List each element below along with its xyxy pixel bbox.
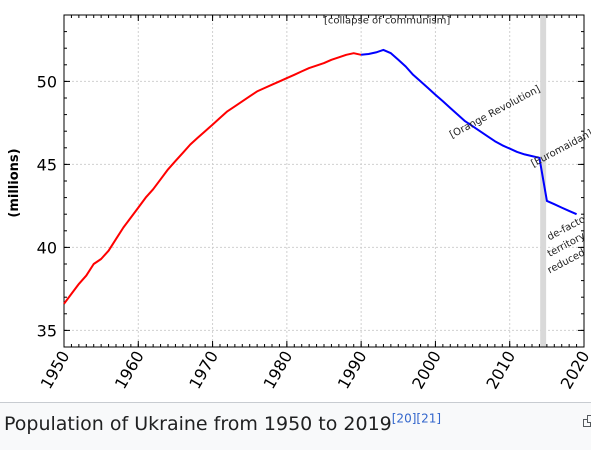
x-tick-label: 2020 [557, 348, 591, 393]
y-axis-label: (millions) [7, 148, 22, 217]
y-tick-label: 45 [37, 155, 57, 174]
reference-link-20[interactable]: [20] [391, 411, 417, 426]
x-tick-label: 1960 [111, 348, 148, 393]
y-tick-label: 40 [37, 238, 57, 257]
reference-link-21[interactable]: [21] [416, 411, 442, 426]
series-line-2 [360, 48, 578, 216]
series-line-1 [63, 52, 362, 305]
gridlines [63, 15, 585, 347]
x-tick-label: 1950 [37, 348, 74, 393]
x-tick-label: 1970 [185, 348, 222, 393]
annotation-label: [collapse of communism] [324, 15, 450, 26]
caption-text: Population of Ukraine from 1950 to 2019 [4, 413, 392, 435]
y-tick-label: 35 [37, 321, 57, 340]
annotation-label: [Euromaidan] [529, 128, 591, 170]
caption-bar [0, 402, 591, 450]
axis-ticks [63, 14, 585, 348]
x-tick-label: 1990 [334, 348, 371, 393]
caption-refs: [20][21] [392, 412, 441, 426]
x-tick-label: 2010 [482, 348, 519, 393]
annotation-label: [Orange Revolution] [448, 84, 542, 141]
population-chart: [collapse of communism] [Orange Revolutio… [7, 14, 591, 393]
series-lines [63, 48, 578, 305]
x-tick-label: 2000 [408, 348, 445, 393]
x-tick-label: 1980 [260, 348, 297, 393]
plot-frame [63, 14, 585, 348]
y-tick-label: 50 [37, 72, 57, 91]
figure-caption: Population of Ukraine from 1950 to 2019[… [4, 413, 441, 435]
enlarge-icon[interactable] [583, 415, 591, 427]
